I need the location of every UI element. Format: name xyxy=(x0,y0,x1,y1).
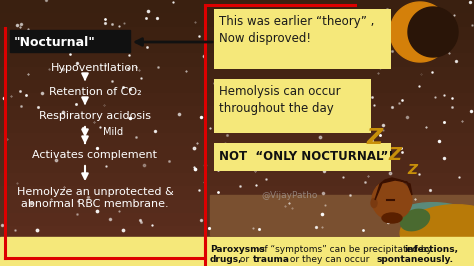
Text: Retention of CO₂: Retention of CO₂ xyxy=(49,87,141,97)
Text: Z: Z xyxy=(407,163,417,177)
FancyBboxPatch shape xyxy=(214,143,391,171)
FancyBboxPatch shape xyxy=(214,79,371,133)
Bar xyxy=(210,195,474,235)
Bar xyxy=(0,27,474,40)
Bar xyxy=(10,30,130,52)
Text: Z: Z xyxy=(367,128,383,148)
Bar xyxy=(0,213,474,226)
Text: "Nocturnal": "Nocturnal" xyxy=(14,35,96,48)
Ellipse shape xyxy=(371,198,377,207)
Bar xyxy=(0,93,474,106)
FancyBboxPatch shape xyxy=(214,9,391,69)
Bar xyxy=(0,40,474,53)
Bar xyxy=(0,13,474,27)
Bar xyxy=(0,226,474,239)
Ellipse shape xyxy=(400,203,474,233)
Bar xyxy=(0,200,474,213)
Bar xyxy=(0,106,474,120)
Ellipse shape xyxy=(400,205,474,255)
Bar xyxy=(0,253,474,266)
Bar xyxy=(0,80,474,93)
Bar xyxy=(0,173,474,186)
Bar xyxy=(0,0,474,13)
Bar xyxy=(0,146,474,160)
Text: Respiratory acidosis: Respiratory acidosis xyxy=(39,111,151,121)
Bar xyxy=(0,66,474,80)
Text: infections,: infections, xyxy=(404,245,458,254)
Bar xyxy=(0,53,474,66)
Polygon shape xyxy=(408,7,458,57)
Bar xyxy=(0,120,474,133)
Text: or: or xyxy=(237,255,252,264)
Bar xyxy=(0,239,474,253)
Text: Z: Z xyxy=(389,146,401,164)
Bar xyxy=(0,160,474,173)
Text: trauma: trauma xyxy=(253,255,290,264)
Text: This was earlier “theory” ,
Now disproved!: This was earlier “theory” , Now disprove… xyxy=(219,15,374,45)
Bar xyxy=(0,186,474,200)
Circle shape xyxy=(372,180,412,220)
Ellipse shape xyxy=(401,209,429,231)
Polygon shape xyxy=(375,178,412,200)
Text: NOT  “ONLY NOCTURNAL”!: NOT “ONLY NOCTURNAL”! xyxy=(219,151,394,164)
Bar xyxy=(0,237,474,266)
Text: drugs,: drugs, xyxy=(210,255,243,264)
Text: @VijayPatho: @VijayPatho xyxy=(262,190,318,200)
Text: of “symptoms” can be precipitated by: of “symptoms” can be precipitated by xyxy=(256,245,435,254)
Text: or they can occur: or they can occur xyxy=(287,255,372,264)
Polygon shape xyxy=(390,2,450,62)
Text: Hypoventilation: Hypoventilation xyxy=(51,63,139,73)
Text: spontaneously.: spontaneously. xyxy=(377,255,454,264)
Text: Mild: Mild xyxy=(103,127,123,137)
Text: Activates complement: Activates complement xyxy=(33,150,157,160)
Text: Hemolyze an unprotected &
abnormal RBC membrane.: Hemolyze an unprotected & abnormal RBC m… xyxy=(17,187,173,209)
Bar xyxy=(0,133,474,146)
Ellipse shape xyxy=(382,213,402,223)
Text: Paroxysms: Paroxysms xyxy=(210,245,265,254)
Text: Hemolysis can occur
throughout the day: Hemolysis can occur throughout the day xyxy=(219,85,341,115)
